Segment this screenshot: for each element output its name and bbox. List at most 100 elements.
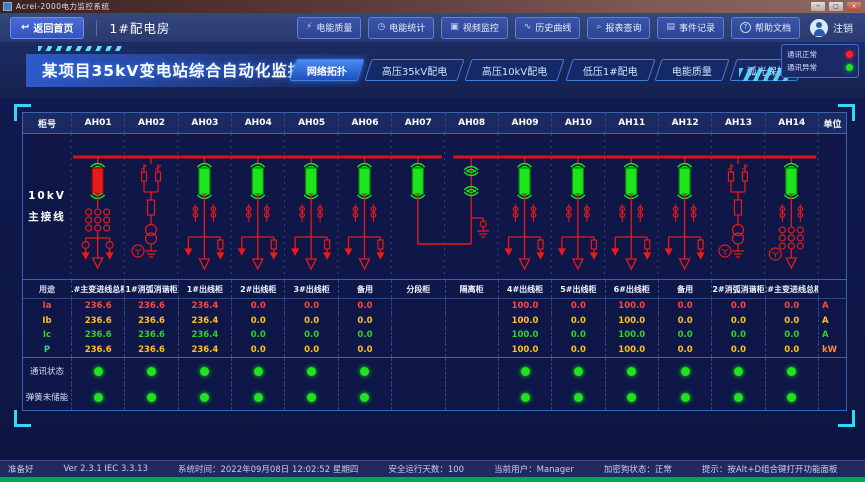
status-dot-cell (124, 358, 177, 384)
value-cell: 0.0 (764, 299, 818, 314)
value-cell: 0.0 (764, 342, 818, 357)
green-status-dot-icon (360, 392, 370, 402)
help-doc-label: 帮助文档 (754, 24, 791, 34)
report-query-button[interactable]: ⌕ 报表查询 (587, 16, 651, 39)
status-dot-cell (604, 384, 658, 410)
value-cell (391, 299, 444, 314)
tab-network-topology[interactable]: 网络拓扑 (289, 59, 365, 81)
value-cell: 0.0 (711, 342, 764, 357)
history-curve-button[interactable]: ∿ 历史曲线 (514, 16, 581, 39)
status-ready: 准备好 (8, 465, 34, 475)
window-controls: ─ □ × (810, 1, 862, 12)
room-title: 1#配电房 (109, 21, 171, 36)
power-quality-button[interactable]: ⚡ 电能质量 (297, 16, 362, 39)
cabinet-id: AH10 (551, 113, 604, 133)
value-cell: 236.6 (71, 342, 124, 357)
cabinet-header-row: 柜号 AH01 AH02 AH03 AH04 AH05 AH06 AH07 AH08 AH09 AH… (23, 113, 846, 134)
maximize-button[interactable]: □ (828, 1, 844, 12)
header-band: 某项目35kV变电站综合自动化监控系统 网络拓扑 高压35kV配电 高压10kV配电… (0, 42, 865, 97)
window-titlebar: Acrel-2000电力监控系统 ─ □ × (0, 0, 865, 13)
status-unit-cell (818, 358, 846, 384)
green-status-dot-icon (200, 392, 210, 402)
value-cell: 0.0 (231, 328, 284, 343)
value-cell: 0.0 (551, 299, 604, 314)
main-panel: 柜号 AH01 AH02 AH03 AH04 AH05 AH06 AH07 AH08 AH09 AH… (0, 97, 865, 460)
toolbar-divider (96, 19, 98, 36)
event-record-label: 事件记录 (678, 24, 715, 34)
value-cell: 100.0 (604, 342, 658, 357)
value-cell: 236.6 (124, 313, 177, 328)
usage-cell: 4#出线柜 (497, 280, 551, 298)
value-row-label: Ib (42, 315, 52, 326)
green-status-dot-icon (733, 392, 743, 402)
green-status-dot-icon (93, 392, 103, 402)
tab-power-quality[interactable]: 电能质量 (654, 59, 731, 81)
comm-status-row-label: 通讯状态 (29, 367, 64, 377)
tab-network-topology-label: 网络拓扑 (307, 66, 347, 78)
report-query-icon: ⌕ (596, 22, 602, 32)
cabinet-id: AH01 (71, 113, 124, 133)
status-dot-cell (337, 358, 391, 384)
status-dot-cell (231, 384, 284, 410)
energy-statistics-button[interactable]: ◷ 电能统计 (368, 16, 435, 39)
green-status-dot-icon (253, 392, 263, 402)
green-status-dot-icon (627, 366, 637, 376)
green-status-dot-icon (360, 366, 370, 376)
comm-status-row: 通讯状态 (23, 358, 846, 384)
green-status-dot-icon (733, 366, 743, 376)
value-cell: 236.4 (177, 328, 231, 343)
value-cell: 0.0 (551, 342, 604, 357)
event-record-icon: ▤ (666, 22, 675, 32)
value-cell: 0.0 (337, 313, 391, 328)
status-current-user: 当前用户：Manager (494, 465, 574, 475)
hazard-stripes-icon (38, 46, 124, 51)
legend-comm-normal: 通讯正常 (787, 48, 853, 61)
value-cell: 0.0 (284, 313, 337, 328)
tab-hv-35kv[interactable]: 高压35kV配电 (364, 59, 465, 81)
status-dot-cell (231, 358, 284, 384)
value-cell: 0.0 (231, 299, 284, 314)
status-hint: 提示：按Alt+D组合键打开功能面板 (701, 465, 838, 475)
value-cell: 236.6 (71, 299, 124, 314)
user-box[interactable]: 注销 (810, 18, 853, 37)
usage-cell: 1#出线柜 (177, 280, 231, 298)
tab-hv-35kv-label: 高压35kV配电 (382, 66, 448, 78)
value-cell: 236.6 (124, 342, 177, 357)
status-dot-cell (337, 384, 391, 410)
tab-hv-10kv[interactable]: 高压10kV配电 (464, 59, 566, 81)
green-status-dot-icon (147, 392, 157, 402)
cabinet-column-header: 柜号 (37, 119, 56, 130)
usage-cell: 3#出线柜 (284, 280, 337, 298)
back-home-button[interactable]: ↩ 返回首页 (10, 16, 85, 39)
status-dot-icon (846, 64, 853, 71)
value-cell: 100.0 (604, 313, 658, 328)
video-monitor-button[interactable]: ▣ 视频监控 (441, 16, 508, 39)
user-avatar-icon (810, 18, 828, 37)
logout-label: 注销 (833, 24, 853, 35)
minimize-button[interactable]: ─ (810, 1, 826, 12)
status-dot-cell (764, 384, 818, 410)
status-dot-cell (177, 358, 231, 384)
value-cell: 100.0 (497, 299, 551, 314)
value-cell: 236.4 (177, 313, 231, 328)
status-dot-cell (391, 384, 444, 410)
status-bar: 准备好 Ver 2.3.1 IEC 3.3.13 系统时间：2022年09月08日 … (0, 460, 865, 477)
value-cell: 0.0 (764, 328, 818, 343)
window-title: Acrel-2000电力监控系统 (16, 2, 110, 11)
status-dot-cell (711, 358, 764, 384)
cabinet-id: AH04 (231, 113, 284, 133)
close-button[interactable]: × (846, 1, 862, 12)
cabinet-id: AH13 (711, 113, 764, 133)
help-doc-button[interactable]: ? 帮助文档 (730, 16, 800, 39)
tab-lv-1[interactable]: 低压1#配电 (565, 59, 656, 81)
value-cell (391, 313, 444, 328)
usage-cell: 2#出线柜 (231, 280, 284, 298)
event-record-button[interactable]: ▤ 事件记录 (657, 16, 724, 39)
value-cell: 0.0 (284, 328, 337, 343)
cabinet-id: AH08 (444, 113, 498, 133)
spring-uncharged-row: 弹簧未储能 (23, 384, 846, 410)
value-cell: 0.0 (657, 313, 711, 328)
green-status-dot-icon (680, 366, 690, 376)
back-arrow-icon: ↩ (21, 22, 30, 33)
cabinet-id: AH07 (391, 113, 444, 133)
